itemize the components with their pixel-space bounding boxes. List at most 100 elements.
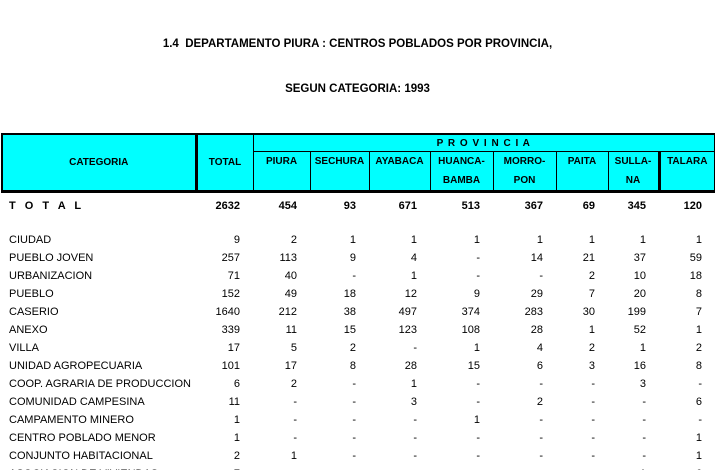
value-cell: 1: [639, 234, 646, 246]
value-cell: 1: [473, 414, 480, 426]
value-cell: 6: [536, 360, 543, 372]
value-cell: -: [253, 465, 310, 470]
value-cell: 5: [290, 342, 297, 354]
value-cell: 9: [473, 288, 480, 300]
page-title: 1.4 DEPARTAMENTO PIURA : CENTROS POBLADO…: [0, 0, 715, 127]
value-cell: 71: [227, 270, 240, 282]
column-header-paita-line1: PAITA: [567, 156, 597, 167]
value-cell: -: [476, 450, 480, 462]
value-cell: 345: [627, 200, 646, 212]
column-header-morropon: MORRO- PON: [492, 151, 557, 193]
value-cell: -: [476, 252, 480, 264]
value-cell: 69: [582, 200, 595, 212]
category-cell: URBANIZACION: [9, 270, 93, 282]
table-row: CAMPAMENTO MINERO 1 - - - 1 - - - -: [2, 411, 715, 429]
value-cell: 17: [227, 342, 240, 354]
value-cell: 671: [398, 200, 417, 212]
value-cell: 6: [659, 465, 715, 470]
column-header-talara: TALARA: [657, 151, 715, 193]
value-cell: -: [413, 342, 417, 354]
value-cell: -: [556, 465, 608, 470]
value-cell: 8: [695, 360, 702, 372]
value-cell: 28: [530, 324, 543, 336]
value-cell: 367: [524, 200, 543, 212]
column-header-sechura: SECHURA: [309, 151, 370, 193]
value-cell: -: [413, 432, 417, 444]
category-cell: ASOCIACION DE VIVIENDAS: [2, 465, 196, 470]
column-header-ayabaca-line2: [370, 171, 430, 172]
value-cell: -: [591, 396, 595, 408]
value-cell: 20: [633, 288, 646, 300]
value-cell: 2: [588, 342, 595, 354]
value-cell: 1: [588, 324, 595, 336]
value-cell: 1: [695, 432, 702, 444]
category-cell: UNIDAD AGROPECUARIA: [9, 360, 143, 372]
value-cell: -: [591, 432, 595, 444]
value-cell: -: [476, 396, 480, 408]
table-body: T O T A L 2632 454 93 671 513 367 69 345 120 CIUDA…: [2, 192, 715, 470]
column-header-ayabaca: AYABACA: [368, 151, 431, 193]
value-cell: 454: [278, 200, 297, 212]
table-row: COOP. AGRARIA DE PRODUCCION 6 2 - 1 - - - 3 -: [2, 375, 715, 393]
table-row: UNIDAD AGROPECUARIA 101 17 8 28 15 6 3 16 8: [2, 357, 715, 375]
value-cell: 2632: [215, 200, 240, 212]
category-cell: COOP. AGRARIA DE PRODUCCION: [9, 378, 191, 390]
value-cell: 4: [536, 342, 543, 354]
value-cell: 15: [467, 360, 480, 372]
value-cell: -: [430, 465, 493, 470]
value-cell: -: [642, 450, 646, 462]
value-cell: -: [642, 396, 646, 408]
table-row: CENTRO POBLADO MENOR 1 - - - - - - - 1: [2, 429, 715, 447]
value-cell: 1: [473, 234, 480, 246]
value-cell: -: [352, 396, 356, 408]
value-cell: -: [493, 465, 556, 470]
value-cell: 1: [233, 414, 240, 426]
column-header-huancabamba-line2: BAMBA: [442, 175, 481, 186]
value-cell: 15: [343, 324, 356, 336]
value-cell: 3: [410, 396, 417, 408]
value-cell: 2: [349, 342, 356, 354]
value-cell: 10: [633, 270, 646, 282]
value-cell: 2: [290, 378, 297, 390]
value-cell: -: [642, 414, 646, 426]
value-cell: 1: [349, 234, 356, 246]
value-cell: 8: [695, 288, 702, 300]
value-cell: -: [413, 414, 417, 426]
value-cell: 49: [284, 288, 297, 300]
value-cell: 18: [343, 288, 356, 300]
value-cell: 6: [233, 378, 240, 390]
value-cell: 1: [410, 378, 417, 390]
value-cell: 199: [627, 306, 646, 318]
category-cell: ANEXO: [9, 324, 48, 336]
value-cell: 497: [398, 306, 417, 318]
table-row: ASOCIACION DE VIVIENDAS7------16: [2, 465, 715, 470]
category-cell: CASERIO: [9, 306, 59, 318]
header-row-provinces: PIURA SECHURA AYABACA HUANCA- BAMBA MORR…: [2, 151, 715, 193]
value-cell: 2: [588, 270, 595, 282]
value-cell: 17: [284, 360, 297, 372]
value-cell: 1: [290, 450, 297, 462]
category-cell: T O T A L: [9, 200, 85, 212]
value-cell: 120: [683, 200, 702, 212]
value-cell: -: [352, 450, 356, 462]
value-cell: 7: [695, 306, 702, 318]
column-header-ayabaca-line1: AYABACA: [375, 156, 424, 167]
value-cell: 9: [349, 252, 356, 264]
value-cell: 40: [284, 270, 297, 282]
value-cell: -: [698, 378, 702, 390]
value-cell: 1: [473, 342, 480, 354]
value-cell: -: [698, 414, 702, 426]
page-title-line1: 1.4 DEPARTAMENTO PIURA : CENTROS POBLADO…: [162, 38, 553, 50]
value-cell: -: [476, 270, 480, 282]
column-header-huancabamba: HUANCA- BAMBA: [429, 151, 494, 193]
value-cell: 14: [530, 252, 543, 264]
column-header-total: TOTAL: [194, 133, 254, 193]
value-cell: 1: [695, 234, 702, 246]
value-cell: 1: [410, 234, 417, 246]
value-cell: 28: [404, 360, 417, 372]
table-row: COMUNIDAD CAMPESINA 11 - - 3 - 2 - - 6: [2, 393, 715, 411]
value-cell: 21: [582, 252, 595, 264]
value-cell: 8: [349, 360, 356, 372]
value-cell: 1: [695, 450, 702, 462]
